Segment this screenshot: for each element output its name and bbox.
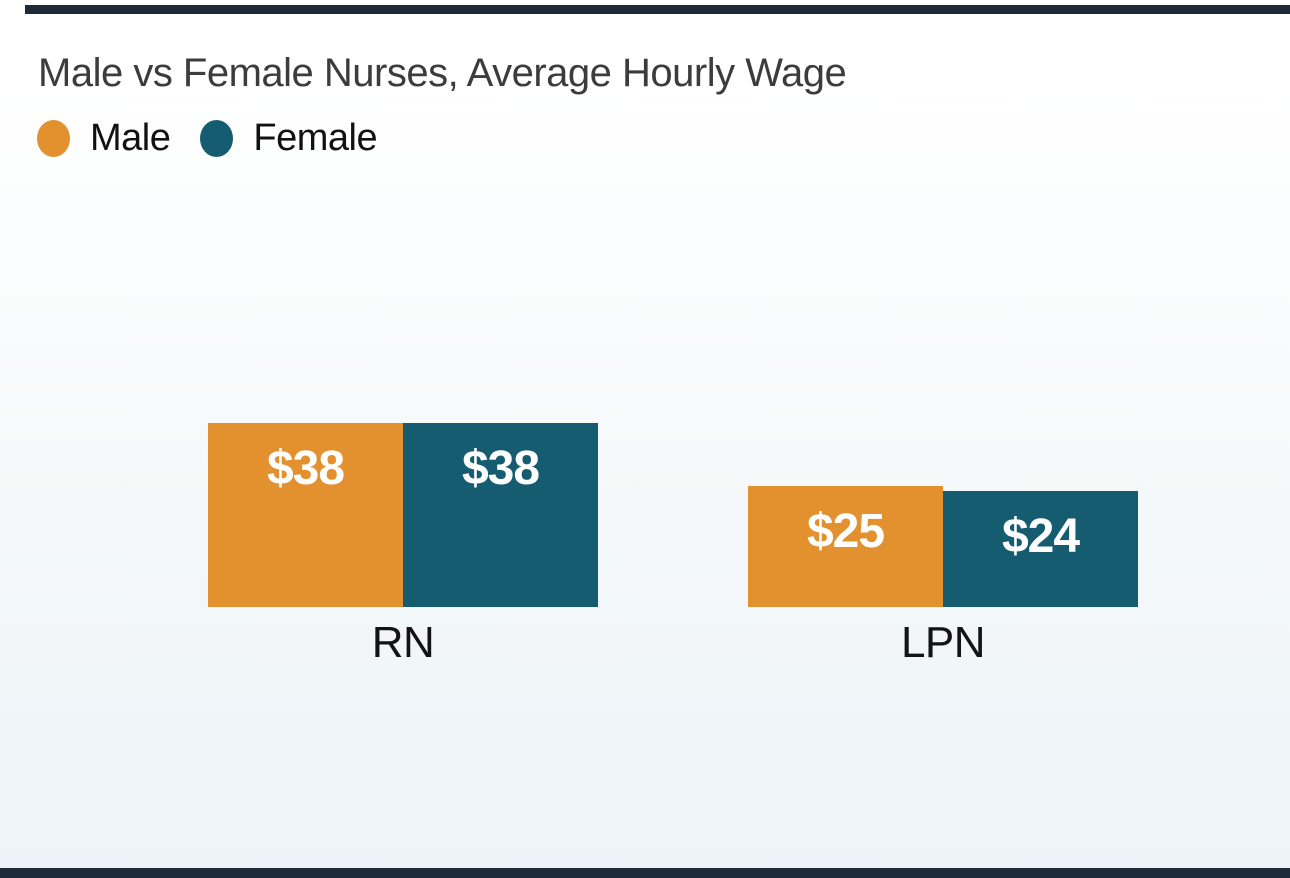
bottom-edge-bar xyxy=(0,868,1290,878)
legend: Male Female xyxy=(37,117,378,159)
female-series-swatch-icon xyxy=(200,119,234,157)
bar-value-label: $38 xyxy=(461,442,540,495)
bar-value-label: $24 xyxy=(1001,510,1080,563)
bar-rn-female[interactable]: $38 xyxy=(403,423,598,607)
bar-value-label: $38 xyxy=(266,442,345,495)
legend-item-female[interactable]: Female xyxy=(200,117,378,159)
male-series-swatch-icon xyxy=(37,119,70,157)
bar-rn-male[interactable]: $38 xyxy=(208,423,403,607)
top-edge-bar xyxy=(25,5,1290,14)
bar-lpn-female[interactable]: $24 xyxy=(943,491,1138,607)
bar-value-label: $25 xyxy=(806,505,885,558)
category-label-rn: RN xyxy=(371,618,435,667)
legend-label-female: Female xyxy=(253,117,378,159)
bar-lpn-male[interactable]: $25 xyxy=(748,486,943,607)
legend-label-male: Male xyxy=(90,117,171,159)
category-label-lpn: LPN xyxy=(900,618,986,667)
legend-item-male[interactable]: Male xyxy=(37,117,171,159)
chart-title: Male vs Female Nurses, Average Hourly Wa… xyxy=(38,51,847,95)
